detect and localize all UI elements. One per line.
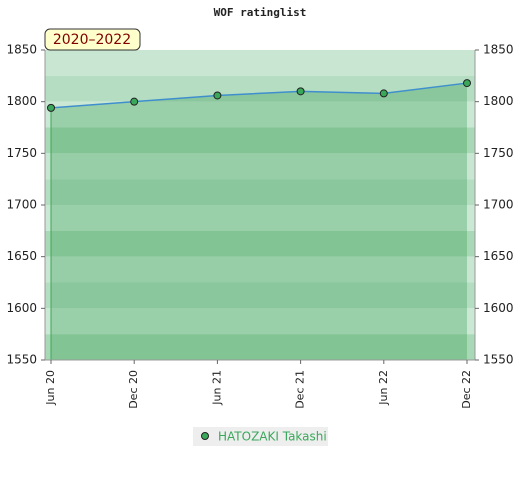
y-tick-label: 1600	[6, 301, 37, 315]
x-tick-label: Dec 21	[294, 370, 307, 409]
x-tick-label: Jun 20	[44, 370, 57, 406]
point	[130, 97, 139, 106]
y-tick-label: 1750	[6, 146, 37, 160]
area	[51, 83, 467, 361]
y-tick-label: 1550	[6, 353, 37, 367]
point	[463, 79, 471, 88]
y-tick-label: 1800	[6, 94, 37, 108]
band	[45, 127, 475, 154]
y-tick-label: 1700	[6, 198, 37, 212]
y2-tick-label: 1650	[483, 249, 514, 263]
y2-tick-label: 1850	[483, 43, 514, 57]
band	[45, 101, 475, 128]
point	[47, 103, 55, 112]
x-tick-label: Jun 21	[210, 370, 223, 406]
point	[379, 89, 388, 98]
y-tick-label: 1650	[6, 249, 37, 263]
x-tick-label: Dec 20	[127, 370, 140, 409]
band	[45, 282, 475, 309]
plot-area	[45, 50, 475, 361]
badge: 2020–2022	[53, 32, 131, 48]
y2-tick-label: 1800	[483, 94, 514, 108]
badge-box	[44, 28, 141, 51]
band	[45, 205, 475, 231]
point	[213, 91, 222, 100]
legend-box	[193, 427, 328, 446]
band	[45, 75, 475, 102]
y2-tick-label: 1550	[483, 353, 514, 367]
band	[45, 334, 475, 360]
point	[296, 87, 305, 96]
band	[45, 153, 475, 180]
band	[45, 50, 475, 76]
legend-label: HATOZAKI Takashi	[218, 430, 327, 444]
band	[45, 256, 475, 283]
legend-marker	[201, 432, 209, 440]
band	[45, 308, 475, 335]
x-tick-label: Jun 22	[377, 370, 390, 406]
y2-tick-label: 1600	[483, 301, 514, 315]
y2-tick-label: 1750	[483, 146, 514, 160]
line	[50, 82, 468, 109]
y2-tick-label: 1700	[483, 198, 514, 212]
band	[45, 179, 475, 205]
x-tick-label: Dec 22	[460, 370, 473, 409]
y-tick-label: 1850	[6, 43, 37, 57]
chart-title: WOF ratinglist	[214, 6, 307, 19]
band	[45, 230, 475, 257]
